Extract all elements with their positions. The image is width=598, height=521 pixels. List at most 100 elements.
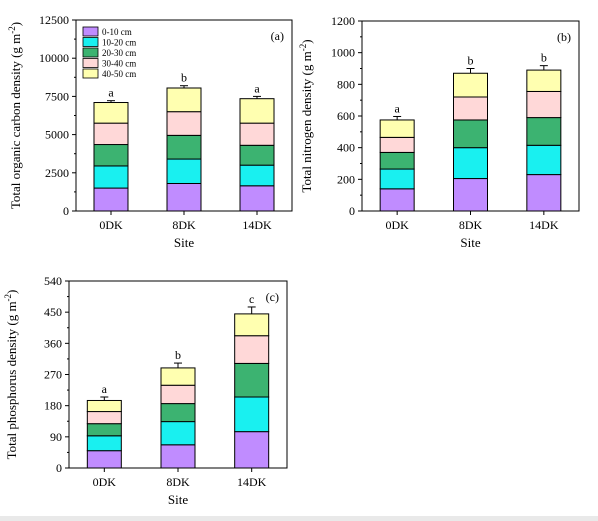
bar-segment <box>86 450 122 469</box>
chart-panel-c: 0 90 180 270 360 450 540 a 0DK b 8DK c 14DK Site Total… <box>3 274 288 507</box>
bar-segment <box>379 188 415 212</box>
bar-segment <box>166 134 202 160</box>
bar-segment <box>379 136 415 153</box>
y-tick-label: 200 <box>337 172 355 186</box>
bar-segment <box>453 72 488 98</box>
y-axis-label-end: ) <box>299 39 314 43</box>
y-axis-label-sup: -2 <box>7 26 17 34</box>
y-tick-label: 12500 <box>39 13 69 27</box>
bar-segment <box>160 367 196 386</box>
bar-segment <box>234 313 270 337</box>
legend-swatch <box>82 47 99 58</box>
y-axis-label-end: ) <box>4 290 19 294</box>
bar-segment <box>93 122 129 146</box>
bar-segment <box>166 111 202 136</box>
bar-segment <box>239 98 275 124</box>
significance-letter: a <box>394 101 400 115</box>
y-tick-label: 360 <box>44 336 62 350</box>
bar-segment <box>239 122 275 146</box>
significance-letter: b <box>468 54 474 68</box>
legend-label: 40-50 cm <box>102 69 136 79</box>
y-axis-label: Total organic carbon density (g m-2) <box>7 22 23 209</box>
y-tick-label: 0 <box>63 204 69 218</box>
bar-segment <box>526 174 562 212</box>
bar-segment <box>166 182 202 212</box>
x-tick-label: 0DK <box>99 218 123 232</box>
bar-segment <box>234 396 270 433</box>
bar-segment <box>160 421 196 446</box>
bar-segment <box>453 147 488 180</box>
bar-segment <box>379 119 415 138</box>
legend-swatch <box>82 37 99 47</box>
legend-label: 30-40 cm <box>102 59 136 69</box>
panel-label: (c) <box>266 290 279 304</box>
x-tick-label: 0DK <box>385 218 409 232</box>
y-tick-label: 0 <box>349 204 355 218</box>
bar-segment <box>160 403 196 423</box>
significance-letter: a <box>102 382 108 396</box>
bar-segment <box>379 168 415 190</box>
x-tick-label: 8DK <box>459 218 483 232</box>
bar-segment <box>234 362 270 398</box>
bar-segment <box>239 164 275 187</box>
significance-letter: a <box>254 81 260 95</box>
bar-segment <box>239 185 275 212</box>
panel-label: (b) <box>557 30 571 44</box>
y-axis-label-main: Total nitrogen density (g m <box>299 51 314 192</box>
bar-segment <box>526 117 562 146</box>
bar-segment <box>453 96 488 121</box>
bar-segment <box>453 178 488 212</box>
legend-swatch <box>82 58 99 68</box>
x-tick-label: 14DK <box>237 475 267 489</box>
bar-segment <box>160 384 196 405</box>
y-tick-label: 7500 <box>45 89 69 103</box>
bar-segment <box>93 187 129 212</box>
chart-panel-b: 0 200 400 600 800 1000 1200 a 0DK b 8DK b 14DK Site To… <box>298 14 580 250</box>
panel-label: (a) <box>271 29 284 43</box>
legend-swatch <box>82 26 99 37</box>
x-tick-label: 8DK <box>166 475 190 489</box>
legend-label: 20-30 cm <box>102 48 136 58</box>
x-tick-label: 14DK <box>529 218 559 232</box>
bar-segment <box>160 444 196 469</box>
x-axis-label: Site <box>168 492 188 507</box>
y-axis-label-end: ) <box>8 22 23 26</box>
bar-segment <box>239 144 275 166</box>
bar-segment <box>93 102 129 124</box>
y-tick-label: 0 <box>56 461 62 475</box>
y-tick-label: 180 <box>44 399 62 413</box>
y-tick-label: 600 <box>337 109 355 123</box>
bar-segment <box>526 90 562 119</box>
y-tick-label: 90 <box>50 430 62 444</box>
y-tick-label: 540 <box>44 274 62 288</box>
bar-segment <box>526 144 562 176</box>
legend-swatch <box>82 68 99 79</box>
bar-segment <box>166 158 202 184</box>
bar-segment <box>86 435 122 452</box>
bar-segment <box>234 431 270 469</box>
significance-letter: b <box>181 71 187 85</box>
bar-segment <box>93 144 129 167</box>
y-axis-label-main: Total phosphorus density (g m <box>4 301 19 459</box>
x-tick-label: 14DK <box>242 218 272 232</box>
y-tick-label: 2500 <box>45 166 69 180</box>
significance-letter: a <box>108 86 114 100</box>
bar-segment <box>379 151 415 170</box>
bar-segment <box>86 411 122 425</box>
x-tick-label: 0DK <box>93 475 117 489</box>
y-tick-label: 270 <box>44 368 62 382</box>
bar-segment <box>86 399 122 413</box>
bottom-strip <box>0 516 598 521</box>
x-axis-label: Site <box>174 235 194 250</box>
legend-label: 0-10 cm <box>102 27 132 37</box>
y-tick-label: 10000 <box>39 51 69 65</box>
y-axis-label-sup: -2 <box>298 44 308 52</box>
y-tick-label: 800 <box>337 77 355 91</box>
y-tick-label: 1000 <box>331 46 355 60</box>
bar-segment <box>453 119 488 149</box>
y-axis-label: Total nitrogen density (g m-2) <box>298 39 314 192</box>
y-axis-label-sup: -2 <box>3 294 13 302</box>
chart-panel-a: 0 2500 5000 7500 10000 12500 a 0DK b 8DK a 14DK Site… <box>7 13 293 250</box>
